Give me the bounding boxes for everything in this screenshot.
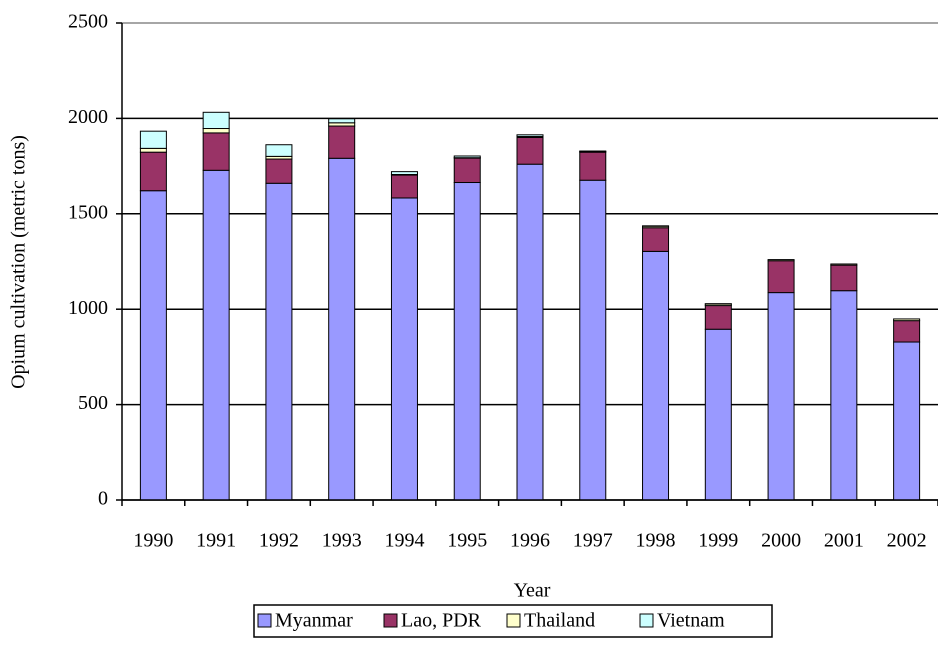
y-tick-label: 1500 xyxy=(68,201,108,223)
bar-segment xyxy=(579,151,607,181)
bar-segment xyxy=(704,328,732,501)
x-tick-label: 1990 xyxy=(133,530,173,552)
bar-segment xyxy=(265,182,293,501)
x-axis-title: Year xyxy=(514,580,551,602)
legend-label: Thailand xyxy=(524,610,595,632)
y-tick-label: 2000 xyxy=(68,106,108,128)
bar-segment xyxy=(202,132,230,171)
bar-segment xyxy=(139,147,167,153)
bar-segment xyxy=(202,169,230,501)
bar-segment xyxy=(767,259,795,262)
bar-segment xyxy=(516,136,544,165)
x-tick-label: 1996 xyxy=(510,530,550,552)
bar-segment xyxy=(328,157,356,501)
legend-label: Myanmar xyxy=(275,610,353,632)
x-tick-label: 1992 xyxy=(259,530,299,552)
bar-segment xyxy=(390,174,418,199)
legend-label: Lao, PDR xyxy=(401,610,482,632)
x-tick-label: 2001 xyxy=(824,530,864,552)
bar-segment xyxy=(893,320,921,343)
bar-segment xyxy=(202,111,230,130)
bar-segment xyxy=(579,179,607,501)
bar-segment xyxy=(328,125,356,159)
legend-swatch xyxy=(257,613,272,628)
bar-segment xyxy=(767,292,795,501)
x-tick-label: 1993 xyxy=(322,530,362,552)
bar-segment xyxy=(265,144,293,157)
y-axis-title: Opium cultivation (metric tons) xyxy=(8,135,30,389)
legend-label: Vietnam xyxy=(657,610,725,632)
x-tick-label: 1995 xyxy=(447,530,487,552)
x-tick-label: 1999 xyxy=(698,530,738,552)
bar-segment xyxy=(642,250,670,501)
bar-segment xyxy=(390,197,418,501)
bar-segment xyxy=(767,260,795,294)
x-tick-label: 1991 xyxy=(196,530,236,552)
bar-segment xyxy=(893,341,921,501)
bar-segment xyxy=(704,305,732,330)
bar-segment xyxy=(516,134,544,138)
bar-segment xyxy=(139,151,167,192)
legend-swatch xyxy=(639,613,654,628)
bar-segment xyxy=(830,290,858,501)
bar-segment xyxy=(453,182,481,501)
x-tick-label: 1998 xyxy=(636,530,676,552)
legend-swatch xyxy=(383,613,398,628)
y-tick-label: 500 xyxy=(78,392,108,414)
bar-segment xyxy=(893,318,921,322)
bar-segment xyxy=(453,157,481,184)
bar-segment xyxy=(830,263,858,266)
bar-segment xyxy=(390,171,418,175)
bar-segment xyxy=(642,227,670,252)
bar-segment xyxy=(453,155,481,159)
legend-swatch xyxy=(506,613,521,628)
bar-segment xyxy=(139,190,167,501)
y-tick-label: 2500 xyxy=(68,11,108,33)
y-tick-label: 1000 xyxy=(68,297,108,319)
bar-segment xyxy=(830,264,858,292)
bar-segment xyxy=(202,128,230,134)
x-tick-label: 2002 xyxy=(887,530,927,552)
bar-segment xyxy=(139,130,167,149)
x-tick-label: 2000 xyxy=(761,530,801,552)
x-tick-label: 1997 xyxy=(573,530,613,552)
x-tick-label: 1994 xyxy=(384,530,424,552)
bar-segment xyxy=(516,163,544,501)
y-tick-label: 0 xyxy=(98,488,108,510)
bar-segment xyxy=(265,158,293,184)
bar-segment xyxy=(328,118,356,124)
